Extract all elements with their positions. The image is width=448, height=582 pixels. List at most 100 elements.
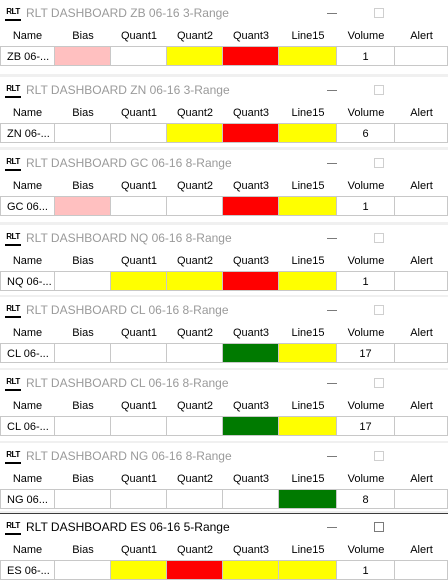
window-titlebar[interactable]: RLT RLT DASHBOARD ZN 06-16 3-Range (0, 77, 448, 103)
cell-quant1 (111, 271, 167, 291)
grid-header-row: Name Bias Quant1 Quant2 Quant3 Line15 Volume Al… (0, 540, 448, 560)
cell-line15 (279, 123, 337, 143)
column-header-quant2: Quant2 (176, 255, 214, 267)
dashboard-grid: Name Bias Quant1 Quant2 Quant3 Line15 Volume Al… (0, 26, 448, 66)
grid-header-row: Name Bias Quant1 Quant2 Quant3 Line15 Volume Al… (0, 251, 448, 271)
column-header-line15: Line15 (291, 327, 325, 339)
window-titlebar[interactable]: RLT RLT DASHBOARD CL 06-16 8-Range (0, 297, 448, 323)
grid-data-row: ES 06-... 1 (0, 560, 448, 580)
cell-quant1 (111, 416, 167, 436)
column-header-name: Name (12, 255, 43, 267)
minimize-button[interactable] (309, 225, 355, 251)
column-header-name: Name (12, 544, 43, 556)
column-header-name: Name (12, 327, 43, 339)
dashboard-window: RLT RLT DASHBOARD ES 06-16 5-Range Name Bia… (0, 513, 448, 582)
window-titlebar[interactable]: RLT RLT DASHBOARD NQ 06-16 8-Range (0, 225, 448, 251)
cell-line15 (279, 416, 337, 436)
cell-name: NG 06... (0, 489, 55, 509)
column-header-quant1: Quant1 (120, 544, 158, 556)
column-header-alert: Alert (410, 180, 433, 192)
window-titlebar[interactable]: RLT RLT DASHBOARD GC 06-16 8-Range (0, 150, 448, 176)
minimize-button[interactable] (309, 150, 355, 176)
minimize-button[interactable] (309, 0, 355, 26)
window-titlebar[interactable]: RLT RLT DASHBOARD NG 06-16 8-Range (0, 443, 448, 469)
dashboard-grid: Name Bias Quant1 Quant2 Quant3 Line15 Volume Al… (0, 103, 448, 143)
column-header-alert: Alert (410, 327, 433, 339)
cell-alert (395, 560, 448, 580)
grid-header-row: Name Bias Quant1 Quant2 Quant3 Line15 Volume Al… (0, 26, 448, 46)
cell-quant3 (223, 416, 279, 436)
grid-header-row: Name Bias Quant1 Quant2 Quant3 Line15 Volume Al… (0, 176, 448, 196)
cell-alert (395, 489, 448, 509)
maximize-button[interactable] (356, 77, 402, 103)
column-header-alert: Alert (410, 107, 433, 119)
cell-quant2 (167, 560, 223, 580)
grid-data-row: CL 06-... 17 (0, 343, 448, 363)
column-header-quant3: Quant3 (232, 107, 270, 119)
cell-volume: 17 (337, 343, 395, 363)
window-title: RLT DASHBOARD NG 06-16 8-Range (26, 449, 232, 463)
dashboard-grid: Name Bias Quant1 Quant2 Quant3 Line15 Volume Al… (0, 469, 448, 509)
dashboard-grid: Name Bias Quant1 Quant2 Quant3 Line15 Volume Al… (0, 323, 448, 363)
maximize-button[interactable] (356, 225, 402, 251)
maximize-button[interactable] (356, 297, 402, 323)
maximize-button[interactable] (356, 150, 402, 176)
column-header-quant2: Quant2 (176, 327, 214, 339)
column-header-quant1: Quant1 (120, 327, 158, 339)
rlt-logo-icon: RLT (5, 521, 21, 535)
column-header-alert: Alert (410, 400, 433, 412)
rlt-logo-icon: RLT (5, 84, 21, 98)
column-header-name: Name (12, 180, 43, 192)
minimize-button[interactable] (309, 370, 355, 396)
cell-line15 (279, 46, 337, 66)
cell-bias (55, 416, 111, 436)
cell-line15 (279, 271, 337, 291)
cell-bias (55, 271, 111, 291)
cell-name: ES 06-... (0, 560, 55, 580)
cell-name: ZB 06-... (0, 46, 55, 66)
minimize-button[interactable] (309, 297, 355, 323)
window-title: RLT DASHBOARD ZN 06-16 3-Range (26, 83, 230, 97)
column-header-line15: Line15 (291, 107, 325, 119)
minimize-button[interactable] (309, 443, 355, 469)
grid-data-row: CL 06-... 17 (0, 416, 448, 436)
cell-quant2 (167, 46, 223, 66)
column-header-name: Name (12, 107, 43, 119)
grid-header-row: Name Bias Quant1 Quant2 Quant3 Line15 Volume Al… (0, 103, 448, 123)
column-header-volume: Volume (347, 327, 385, 339)
minimize-button[interactable] (309, 514, 355, 540)
window-titlebar[interactable]: RLT RLT DASHBOARD ES 06-16 5-Range (0, 514, 448, 540)
cell-quant3 (223, 489, 279, 509)
column-header-line15: Line15 (291, 255, 325, 267)
maximize-button[interactable] (356, 443, 402, 469)
cell-quant3 (223, 196, 279, 216)
grid-data-row: GC 06... 1 (0, 196, 448, 216)
column-header-quant1: Quant1 (120, 255, 158, 267)
column-header-bias: Bias (72, 400, 94, 412)
column-header-quant3: Quant3 (232, 544, 270, 556)
cell-bias (55, 196, 111, 216)
cell-quant1 (111, 46, 167, 66)
dashboard-window: RLT RLT DASHBOARD NQ 06-16 8-Range Name Bia… (0, 225, 448, 295)
grid-header-row: Name Bias Quant1 Quant2 Quant3 Line15 Volume Al… (0, 469, 448, 489)
window-titlebar[interactable]: RLT RLT DASHBOARD ZB 06-16 3-Range (0, 0, 448, 26)
maximize-button[interactable] (356, 0, 402, 26)
window-titlebar[interactable]: RLT RLT DASHBOARD CL 06-16 8-Range (0, 370, 448, 396)
column-header-quant3: Quant3 (232, 473, 270, 485)
column-header-quant3: Quant3 (232, 180, 270, 192)
maximize-button[interactable] (356, 514, 402, 540)
cell-bias (55, 343, 111, 363)
column-header-alert: Alert (410, 544, 433, 556)
maximize-button[interactable] (356, 370, 402, 396)
grid-data-row: ZB 06-... 1 (0, 46, 448, 66)
cell-bias (55, 123, 111, 143)
grid-header-row: Name Bias Quant1 Quant2 Quant3 Line15 Volume Al… (0, 323, 448, 343)
column-header-bias: Bias (72, 473, 94, 485)
column-header-quant3: Quant3 (232, 255, 270, 267)
column-header-bias: Bias (72, 255, 94, 267)
cell-bias (55, 489, 111, 509)
minimize-button[interactable] (309, 77, 355, 103)
cell-quant1 (111, 343, 167, 363)
column-header-quant2: Quant2 (176, 473, 214, 485)
column-header-alert: Alert (410, 30, 433, 42)
